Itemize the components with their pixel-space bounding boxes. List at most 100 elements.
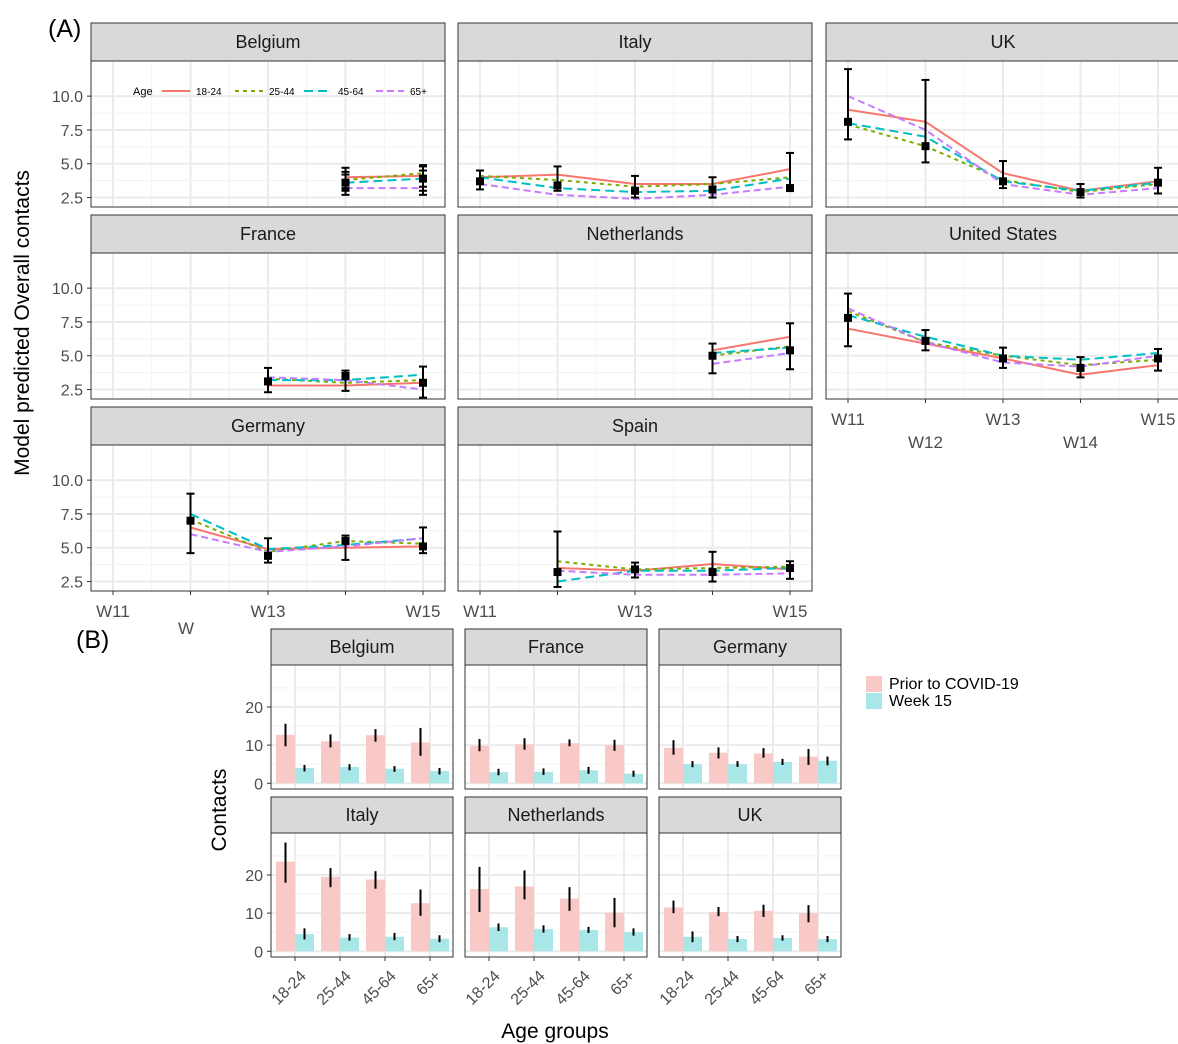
facet-title: Spain — [612, 416, 658, 436]
x-tick-label: W13 — [251, 602, 286, 621]
panel-border — [457, 252, 813, 400]
bar-prior-25-44 — [709, 911, 728, 952]
x-tick-label: 25-44 — [702, 968, 743, 1009]
x-tick-label: W13 — [986, 410, 1021, 429]
data-point — [1076, 188, 1085, 197]
bar-week15-45-64 — [773, 937, 792, 952]
data-point — [786, 184, 794, 193]
panel-border — [825, 60, 1178, 208]
y-tick-label: 5.0 — [61, 349, 83, 366]
data-point — [476, 177, 484, 186]
y-tick-label: 7.5 — [61, 507, 83, 524]
y-tick-label: 7.5 — [61, 315, 83, 332]
legend-label: 65+ — [410, 87, 427, 98]
bar-prior-25-44 — [709, 752, 728, 784]
x-tick-label: W11 — [831, 410, 865, 429]
data-point — [341, 178, 350, 187]
panel-a-facet-germany: Germany 2.5 5.0 7.5 10.0 W11 W13 W15 — [52, 406, 446, 621]
facet-strip — [90, 22, 446, 62]
bar-week15-25-44 — [340, 937, 359, 952]
data-point — [419, 542, 427, 551]
panel-a-grid: Belgium 2.5 5.0 7.5 10.0 Italy UK France 2.5 5.0 7… — [52, 22, 1178, 621]
panel-border — [90, 60, 446, 208]
legend-key-week15 — [866, 693, 882, 709]
y-tick-label: 2.5 — [61, 191, 83, 208]
x-tick-label: 45-64 — [553, 968, 594, 1009]
data-point — [1154, 178, 1162, 187]
facet-strip — [464, 796, 648, 834]
bar-prior-18-24 — [470, 745, 489, 784]
facet-title: UK — [990, 32, 1015, 52]
data-point — [844, 313, 852, 322]
legend-label: 45-64 — [338, 87, 364, 98]
facet-title: United States — [949, 224, 1057, 244]
facet-title: Italy — [345, 805, 378, 825]
bar-prior-18-24 — [664, 747, 683, 784]
y-tick-label: 5.0 — [61, 157, 83, 174]
bar-week15-25-44 — [728, 764, 747, 784]
x-tick-label: 18-24 — [463, 968, 504, 1009]
bar-week15-65+ — [818, 939, 837, 952]
bar-week15-65+ — [818, 760, 837, 784]
facet-strip — [464, 628, 648, 666]
bar-week15-18-24 — [489, 927, 508, 952]
bar-prior-18-24 — [276, 861, 295, 952]
panel-a-ylabel: Model predicted Overall contacts — [11, 170, 34, 476]
x-tick-label: 65+ — [608, 968, 639, 999]
facet-strip — [90, 406, 446, 446]
data-point — [999, 354, 1007, 363]
bar-week15-45-64 — [579, 770, 598, 784]
y-tick-label: 10.0 — [52, 473, 83, 490]
data-point — [553, 181, 562, 190]
panel-border — [658, 832, 842, 958]
panel-b-facet-belgium: Belgium 0 10 20 — [245, 628, 454, 793]
panel-a-facet-uk: UK — [825, 22, 1178, 208]
panel-border — [270, 664, 454, 790]
x-tick-label: W14 — [1063, 433, 1098, 452]
data-point — [786, 346, 794, 355]
facet-title: UK — [737, 805, 762, 825]
data-point — [786, 564, 794, 573]
legend-title: Age — [133, 86, 153, 98]
panel-b-ylabel: Contacts — [208, 769, 231, 852]
bar-prior-25-44 — [321, 741, 340, 784]
series-line-45-64 — [190, 512, 424, 551]
bar-week15-65+ — [624, 932, 643, 952]
legend-label: 25-44 — [269, 87, 295, 98]
data-point — [553, 568, 562, 577]
data-point — [341, 372, 350, 381]
facet-strip — [457, 214, 813, 254]
data-point — [419, 174, 427, 183]
facet-title: Germany — [713, 637, 787, 657]
bar-prior-45-64 — [754, 910, 773, 952]
data-point — [1076, 363, 1085, 372]
bar-prior-18-24 — [664, 907, 683, 952]
data-point — [921, 142, 930, 151]
bar-week15-25-44 — [728, 939, 747, 952]
legend-key-prior — [866, 676, 882, 692]
data-point — [419, 378, 427, 387]
x-tick-label: W11 — [463, 602, 497, 621]
y-tick-label: 10.0 — [52, 89, 83, 106]
bar-week15-18-24 — [295, 934, 314, 952]
facet-title: Germany — [231, 416, 305, 436]
facet-strip — [270, 628, 454, 666]
panel-a-label: (A) — [48, 15, 81, 43]
bar-week15-45-64 — [385, 936, 404, 952]
data-point — [341, 536, 350, 545]
y-tick-label: 0 — [254, 776, 263, 793]
bar-week15-65+ — [430, 771, 449, 784]
series-line-45-64 — [557, 567, 791, 583]
series-line-65+ — [557, 569, 791, 576]
facet-strip — [457, 22, 813, 62]
series-line-45-64 — [345, 177, 424, 184]
data-point — [264, 551, 272, 560]
facet-strip — [658, 628, 842, 666]
data-point — [264, 377, 272, 386]
panel-a-facet-italy: Italy — [457, 22, 813, 208]
series-line-65+ — [712, 352, 791, 365]
x-tick-label: W11 — [96, 602, 130, 621]
panel-border — [457, 60, 813, 208]
